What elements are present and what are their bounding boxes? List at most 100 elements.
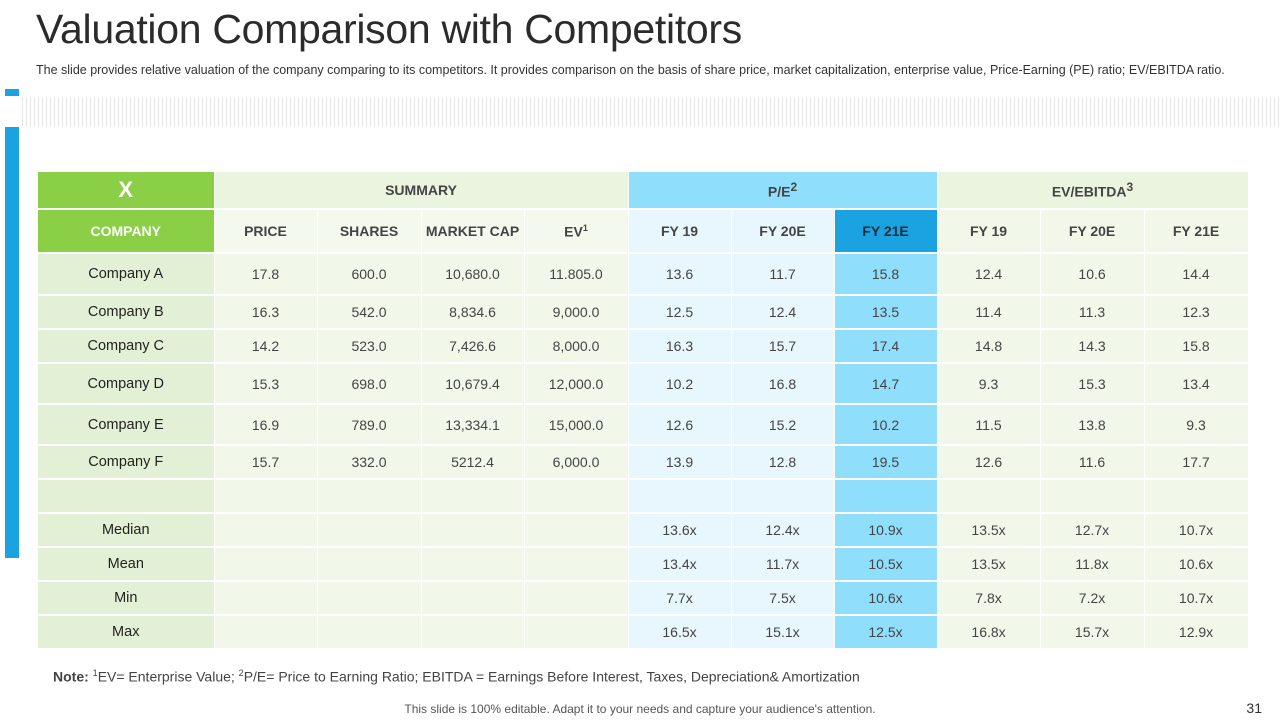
stat-row: Min 7.7x 7.5x 10.6x 7.8x 7.2x 10.7x <box>38 581 1249 616</box>
pe-fy20e-cell: 16.8 <box>731 363 835 405</box>
pe-fy21e-cell: 14.7 <box>834 363 938 405</box>
pe-fy21e-cell: 10.6x <box>834 581 938 616</box>
ev-fy19-cell: 12.4 <box>937 253 1041 296</box>
footnote-label: Note: <box>53 668 89 685</box>
pe-header-label: P/E <box>767 183 791 200</box>
ev-fy19-cell: 16.8x <box>937 615 1041 650</box>
ev-fy19-cell: 7.8x <box>937 581 1041 616</box>
footer-text: This slide is 100% editable. Adapt it to… <box>404 702 876 716</box>
pe-fy19-cell: 13.4x <box>628 547 732 582</box>
ev-fy21e-cell: 17.7 <box>1144 445 1249 480</box>
pe-fy21e-cell: 10.5x <box>834 547 938 582</box>
stat-row: Max 16.5x 15.1x 12.5x 16.8x 15.7x 12.9x <box>38 615 1249 650</box>
ev-ebitda-header-sup: 3 <box>1126 180 1134 195</box>
ev-fy21e-cell: 12.9x <box>1144 615 1249 650</box>
pe-fy21e-cell: 10.2 <box>834 404 938 446</box>
ev-ebitda-header: EV/EBITDA3 <box>937 172 1249 210</box>
pe-fy20e-cell: 15.7 <box>731 329 835 364</box>
pe-fy19-cell: 13.6x <box>628 513 732 548</box>
x-header: X <box>38 172 215 210</box>
pe-fy19-cell: 16.5x <box>628 615 732 650</box>
shares-cell: 542.0 <box>317 295 422 330</box>
ev-fy21e-cell: 9.3 <box>1144 404 1249 446</box>
pe-fy20e-cell: 11.7x <box>731 547 835 582</box>
ev-col-label: EV <box>564 223 583 240</box>
stat-label-cell: Mean <box>38 547 215 582</box>
ev-fy21e-cell: 10.7x <box>1144 581 1249 616</box>
ev-fy20e-cell: 11.3 <box>1040 295 1145 330</box>
pe-fy19-cell: 16.3 <box>628 329 732 364</box>
pe-fy19-cell: 13.6 <box>628 253 732 296</box>
ev-fy21e-cell: 14.4 <box>1144 253 1249 296</box>
column-header-row: COMPANY PRICE SHARES MARKET CAP EV1 FY 1… <box>38 209 1249 254</box>
company-name-cell: Company C <box>38 329 215 364</box>
ev-cell: 8,000.0 <box>524 329 629 364</box>
ev-fy20e-cell: 7.2x <box>1040 581 1145 616</box>
footnote-sup-1: 1 <box>92 668 98 678</box>
ev-cell: 6,000.0 <box>524 445 629 480</box>
price-cell: 14.2 <box>214 329 318 364</box>
pe-fy21e-cell: 15.8 <box>834 253 938 296</box>
ev-fy21e-cell: 13.4 <box>1144 363 1249 405</box>
ev-fy20e-cell: 13.8 <box>1040 404 1145 446</box>
price-cell: 15.7 <box>214 445 318 480</box>
price-col-header: PRICE <box>214 209 318 254</box>
company-name-cell: Company B <box>38 295 215 330</box>
pe-fy19-cell: 12.6 <box>628 404 732 446</box>
ev-fy20e-cell: 11.6 <box>1040 445 1145 480</box>
shares-cell: 523.0 <box>317 329 422 364</box>
ev-fy19-cell: 14.8 <box>937 329 1041 364</box>
market-cap-col-header: MARKET CAP <box>421 209 525 254</box>
ev-fy21e-cell: 15.8 <box>1144 329 1249 364</box>
ev-fy19-cell: 12.6 <box>937 445 1041 480</box>
ev-cell: 15,000.0 <box>524 404 629 446</box>
ev-fy19-cell: 9.3 <box>937 363 1041 405</box>
ev-fy21e-col-header: FY 21E <box>1144 209 1249 254</box>
footnote-sup-2: 2 <box>238 668 244 678</box>
pe-fy19-col-header: FY 19 <box>628 209 732 254</box>
spacer-row <box>38 479 1249 514</box>
stat-row: Mean 13.4x 11.7x 10.5x 13.5x 11.8x 10.6x <box>38 547 1249 582</box>
group-header-row: X SUMMARY P/E2 EV/EBITDA3 <box>38 172 1249 210</box>
price-cell: 16.3 <box>214 295 318 330</box>
shares-cell: 789.0 <box>317 404 422 446</box>
accent-marker <box>5 89 19 96</box>
pe-fy20e-cell: 11.7 <box>731 253 835 296</box>
table-row: Company A 17.8 600.0 10,680.0 11.805.0 1… <box>38 253 1249 296</box>
ev-fy19-cell: 11.5 <box>937 404 1041 446</box>
ev-fy21e-cell: 10.6x <box>1144 547 1249 582</box>
shares-cell: 698.0 <box>317 363 422 405</box>
market-cap-cell: 7,426.6 <box>421 329 525 364</box>
company-name-cell: Company F <box>38 445 215 480</box>
ev-col-sup: 1 <box>582 222 588 233</box>
pe-fy21e-col-header: FY 21E <box>834 209 938 254</box>
pe-header: P/E2 <box>628 172 938 210</box>
table-row: Company C 14.2 523.0 7,426.6 8,000.0 16.… <box>38 329 1249 364</box>
table-row: Company E 16.9 789.0 13,334.1 15,000.0 1… <box>38 404 1249 446</box>
shares-cell: 332.0 <box>317 445 422 480</box>
pe-fy20e-cell: 15.2 <box>731 404 835 446</box>
ev-fy19-cell: 13.5x <box>937 547 1041 582</box>
shares-cell: 600.0 <box>317 253 422 296</box>
pe-fy21e-cell: 19.5 <box>834 445 938 480</box>
company-name-cell: Company D <box>38 363 215 405</box>
pe-fy21e-cell: 17.4 <box>834 329 938 364</box>
pe-fy20e-cell: 12.4x <box>731 513 835 548</box>
table-row: Company F 15.7 332.0 5212.4 6,000.0 13.9… <box>38 445 1249 480</box>
page-number: 31 <box>1246 700 1262 716</box>
market-cap-cell: 5212.4 <box>421 445 525 480</box>
pe-fy19-cell: 7.7x <box>628 581 732 616</box>
ev-fy19-col-header: FY 19 <box>937 209 1041 254</box>
market-cap-cell: 10,679.4 <box>421 363 525 405</box>
pe-fy21e-cell: 12.5x <box>834 615 938 650</box>
market-cap-cell: 10,680.0 <box>421 253 525 296</box>
pe-fy19-cell: 10.2 <box>628 363 732 405</box>
table-row: Company B 16.3 542.0 8,834.6 9,000.0 12.… <box>38 295 1249 330</box>
pe-fy20e-cell: 12.8 <box>731 445 835 480</box>
ev-fy19-cell: 13.5x <box>937 513 1041 548</box>
pe-fy21e-cell: 13.5 <box>834 295 938 330</box>
footnote: Note: 1EV= Enterprise Value; 2P/E= Price… <box>53 668 860 685</box>
ev-fy19-cell: 11.4 <box>937 295 1041 330</box>
pe-fy19-cell: 13.9 <box>628 445 732 480</box>
pe-fy20e-cell: 7.5x <box>731 581 835 616</box>
